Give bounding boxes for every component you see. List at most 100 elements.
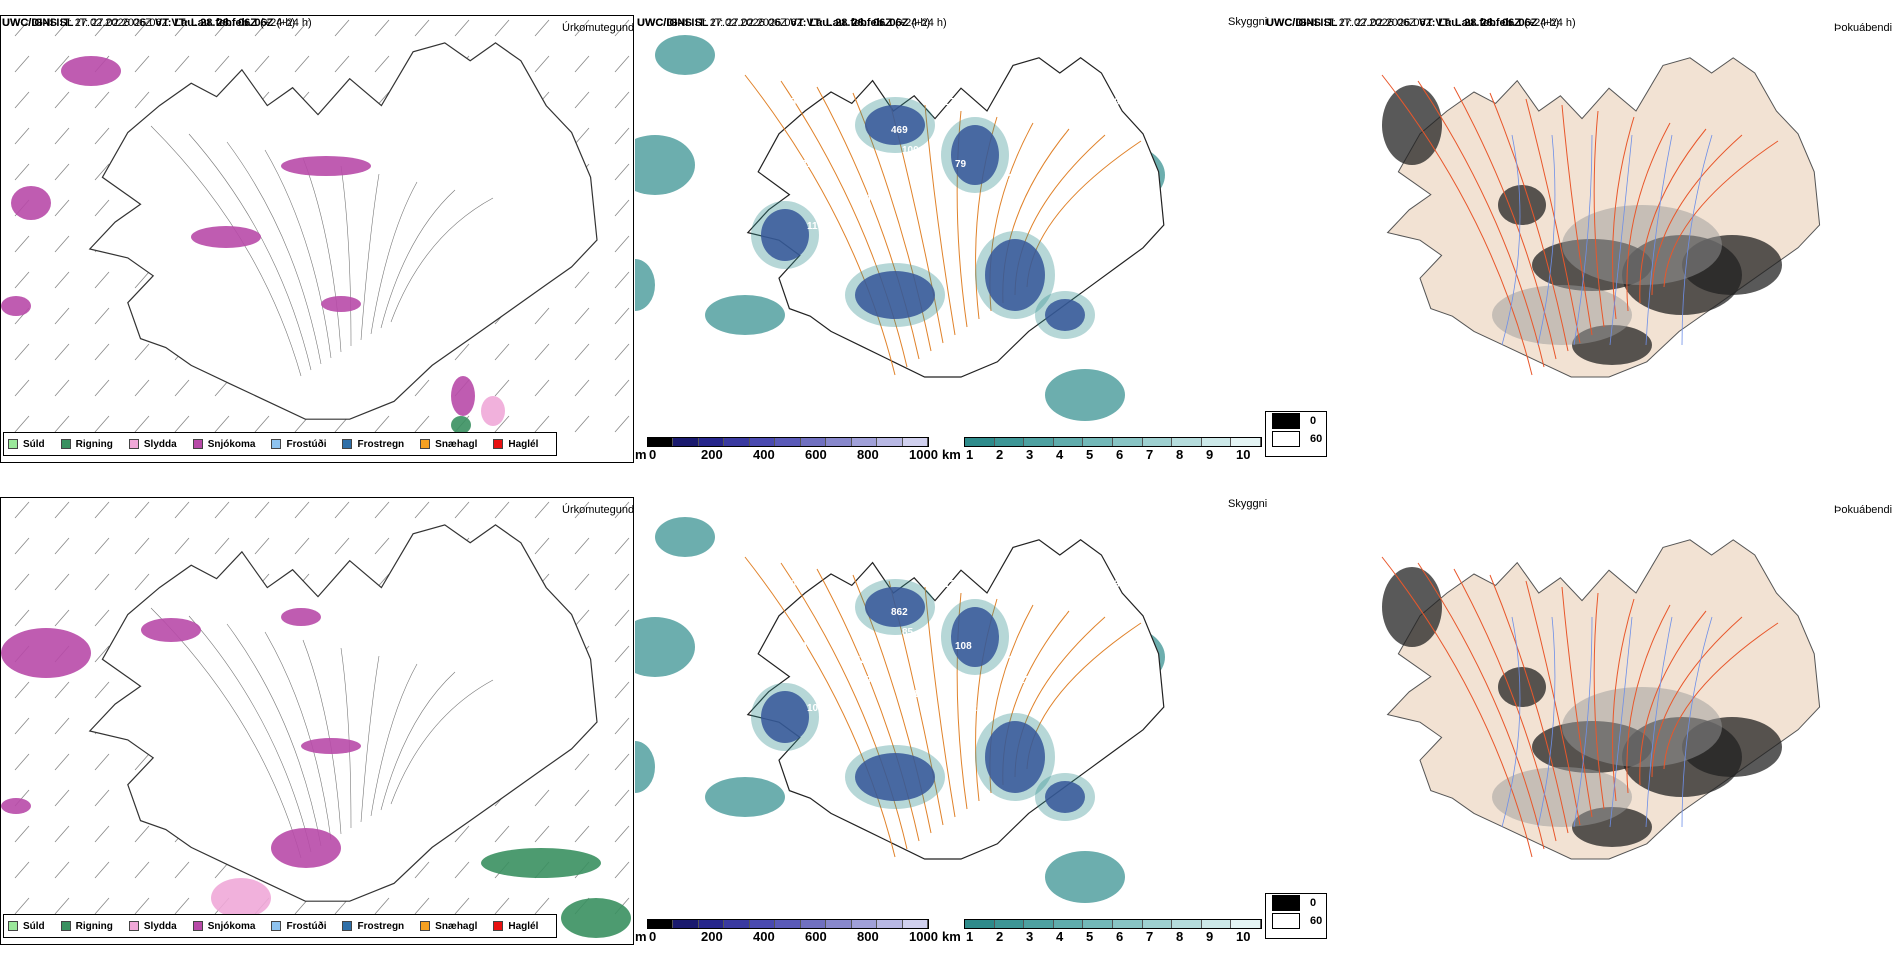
- wind-barb: [414, 415, 430, 433]
- wind-barb: [614, 343, 630, 361]
- fog-scale-label: 60: [1310, 915, 1323, 927]
- low-vis-area: [1035, 773, 1095, 821]
- cloud-base-label: 70: [785, 579, 797, 590]
- iceland-coastline: [746, 57, 1165, 378]
- colorbar-cell: [749, 438, 776, 446]
- cloud-base-label: 469: [891, 125, 908, 136]
- colorbar-cell: [877, 438, 903, 446]
- wind-barb: [454, 19, 470, 37]
- colorbar-unit: m: [635, 929, 647, 944]
- cloud-base-colorbar: m 0 200 400 600 800 1000: [635, 919, 938, 949]
- wind-barb: [174, 379, 190, 397]
- wind-barb: [54, 861, 70, 879]
- fog-scale-label: 0: [1310, 897, 1317, 909]
- cloud-base-area: [985, 239, 1045, 311]
- wind-barb: [54, 379, 70, 397]
- precip-legend: Súld Rigning Slydda Snjókoma Frostúði Frostre…: [3, 914, 558, 938]
- wind-barb: [54, 415, 70, 433]
- wind-barb: [54, 271, 70, 289]
- fog-index-map: [1262, 15, 1898, 465]
- colorbar-tick: 0: [649, 447, 657, 462]
- colorbar-cell: [1024, 438, 1054, 446]
- wind-barb: [254, 19, 270, 37]
- colorbar-cell: [1112, 438, 1143, 446]
- wind-barb: [414, 501, 430, 519]
- road: [1453, 86, 1557, 360]
- cloud-base-label: 697: [860, 675, 877, 686]
- road: [1612, 116, 1635, 320]
- fog-scale-swatch: [1272, 913, 1300, 929]
- wind-barb: [54, 501, 70, 519]
- river: [1501, 616, 1521, 828]
- wind-barb: [414, 19, 430, 37]
- colorbar-cell: [800, 920, 827, 928]
- wind-barb: [94, 573, 110, 591]
- valid-time: Lau. 28.feb. 06Z: [806, 17, 892, 29]
- panel-title: Þokuábendi: [1834, 22, 1893, 34]
- wind-barb: [94, 609, 110, 627]
- wind-barb: [94, 537, 110, 555]
- wind-barb: [14, 753, 30, 771]
- legend-label: Slydda: [143, 920, 177, 932]
- wind-barb: [174, 861, 190, 879]
- wind-barb: [574, 271, 590, 289]
- low-vis-area: [975, 231, 1055, 319]
- cloud-base-area: [865, 105, 925, 145]
- legend-item: Rigning: [60, 439, 113, 450]
- wind-barb: [534, 379, 550, 397]
- wind-barb: [614, 91, 630, 109]
- cloud-base-label: 104: [807, 703, 824, 714]
- colorbar-cell: [1083, 920, 1113, 928]
- model-name: UWC/DINI ISL: [2, 17, 74, 29]
- wind-barb: [54, 609, 70, 627]
- wind-barb: [134, 19, 150, 37]
- colorbar-cell: [902, 920, 928, 928]
- legend-label: Snæhagl: [435, 438, 478, 450]
- wind-barb: [174, 55, 190, 73]
- valid-time: Lau. 28.feb. 06Z: [187, 17, 274, 29]
- legend-item: Frostregn: [342, 921, 404, 932]
- init-time: IT: 27.02.2026 06Z: [73, 17, 172, 29]
- model-name: UWC/DINI ISL: [1266, 17, 1338, 29]
- cloud-base-label: 126: [1114, 159, 1131, 170]
- fog-area: [1492, 767, 1632, 827]
- wind-barb: [14, 379, 30, 397]
- wind-barb: [614, 235, 630, 253]
- legend-item: Slydda: [128, 439, 177, 450]
- legend-label: Súld: [23, 920, 45, 932]
- road: [1417, 80, 1545, 368]
- wind-barb: [614, 19, 630, 37]
- colorbar-tick: 1: [966, 929, 974, 944]
- road: [360, 173, 380, 341]
- road: [744, 556, 896, 858]
- legend-item: Snjókoma: [192, 439, 255, 450]
- road: [1381, 74, 1533, 376]
- panel-title: Skyggni: [1228, 498, 1268, 510]
- colorbar-tick: 10: [1236, 447, 1251, 462]
- low-vis-area: [975, 713, 1055, 801]
- legend-item: Haglél: [493, 439, 538, 450]
- wind-barb: [94, 163, 110, 181]
- road: [302, 157, 342, 353]
- cloud-base-label: 214: [997, 593, 1014, 604]
- colorbar-cell: [1142, 920, 1173, 928]
- precip-area: [271, 828, 341, 868]
- wind-barb: [54, 235, 70, 253]
- colorbar-cell: [775, 438, 801, 446]
- legend-swatch: [192, 921, 203, 931]
- wind-barb: [14, 271, 30, 289]
- colorbar-cell: [826, 920, 852, 928]
- panel-title: Skyggni: [1228, 16, 1268, 28]
- wind-barb: [614, 753, 630, 771]
- map-header: UWC/IG-IS IT: 27.02.2026 06Z VT: Lau. 28…: [637, 17, 930, 29]
- road: [390, 679, 494, 805]
- wind-barb: [174, 19, 190, 37]
- wind-barb: [254, 537, 270, 555]
- river: [1573, 134, 1593, 346]
- cloud-base-label: 118: [913, 689, 930, 700]
- wind-barb: [14, 127, 30, 145]
- wind-barb: [54, 681, 70, 699]
- wind-barb: [574, 825, 590, 843]
- road: [1417, 562, 1545, 850]
- fog-scale-row: 60: [1266, 912, 1326, 930]
